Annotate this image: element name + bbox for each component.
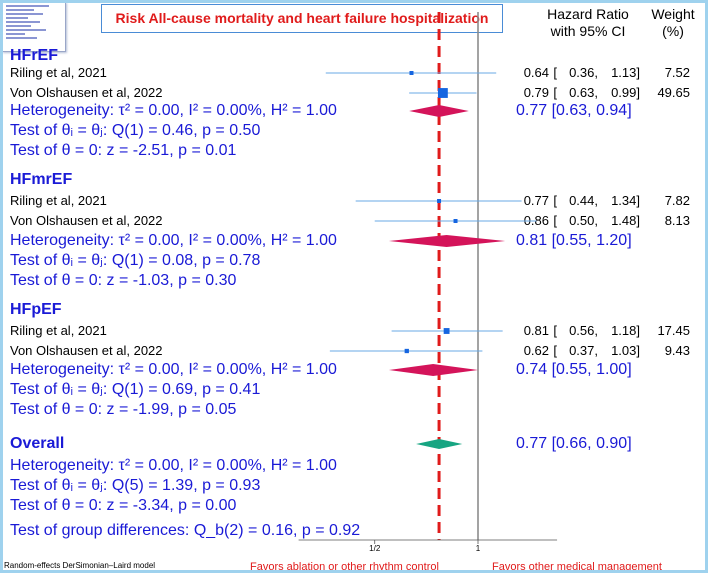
study-bracket-1-1: [: [553, 213, 557, 228]
subgroup-pooled-effect-0: 0.77 [0.63, 0.94]: [516, 102, 632, 119]
overall-heading: Overall: [10, 435, 65, 452]
study-marker-1-0: [437, 199, 442, 203]
subgroup-pooled-effect-1: 0.81 [0.55, 1.20]: [516, 232, 632, 249]
study-hi-0-0: 1.13]: [611, 65, 640, 80]
study-label-2-0: Riling et al, 2021: [10, 323, 107, 338]
subgroup-pooled-effect-2: 0.74 [0.55, 1.00]: [516, 361, 632, 378]
study-marker-0-0: [409, 71, 414, 75]
model-note: Random-effects DerSimonian–Laird model: [4, 561, 156, 570]
heterogeneity-0: Heterogeneity: τ² = 0.00, I² = 0.00%, H²…: [10, 102, 337, 119]
study-lo-2-0: 0.56,: [569, 323, 598, 338]
study-bracket-0-1: [: [553, 85, 557, 100]
group-differences-test: Test of group differences: Q_b(2) = 0.16…: [10, 522, 361, 539]
study-hr-2-1: 0.62: [523, 343, 549, 358]
study-weight-2-1: 9.43: [664, 343, 690, 358]
study-hr-0-0: 0.64: [523, 65, 549, 80]
study-bracket-2-0: [: [553, 323, 557, 338]
study-label-0-1: Von Olshausen et al, 2022: [10, 85, 163, 100]
overall-test-equal: Test of θᵢ = θⱼ: Q(5) = 1.39, p = 0.93: [10, 477, 261, 494]
x-tick-label-0: 1/2: [369, 544, 381, 553]
overall-test-zero: Test of θ = 0: z = -3.34, p = 0.00: [10, 497, 237, 514]
overall-heterogeneity: Heterogeneity: τ² = 0.00, I² = 0.00%, H²…: [10, 457, 337, 474]
column-header-weight: Weight (%): [643, 6, 703, 40]
study-hr-2-0: 0.81: [523, 323, 549, 338]
group-heading-hfpef: HFpEF: [10, 301, 62, 318]
test-equal-2: Test of θᵢ = θⱼ: Q(1) = 0.69, p = 0.41: [10, 381, 261, 398]
column-header-hazard-ratio-text: Hazard Ratio with 95% CI: [547, 6, 629, 39]
test-zero-1: Test of θ = 0: z = -1.03, p = 0.30: [10, 272, 237, 289]
study-hi-1-1: 1.48]: [611, 213, 640, 228]
study-lo-0-0: 0.36,: [569, 65, 598, 80]
heterogeneity-2: Heterogeneity: τ² = 0.00, I² = 0.00%, H²…: [10, 361, 337, 378]
study-lo-1-1: 0.50,: [569, 213, 598, 228]
study-lo-2-1: 0.37,: [569, 343, 598, 358]
thumbnail-preview: [2, 2, 66, 52]
favors-right-label: Favors other medical management: [492, 561, 662, 573]
overall-pooled-effect: 0.77 [0.66, 0.90]: [516, 435, 632, 452]
study-marker-0-1: [437, 88, 448, 98]
study-hi-1-0: 1.34]: [611, 193, 640, 208]
test-zero-0: Test of θ = 0: z = -2.51, p = 0.01: [10, 142, 237, 159]
study-hi-0-1: 0.99]: [611, 85, 640, 100]
test-equal-1: Test of θᵢ = θⱼ: Q(1) = 0.08, p = 0.78: [10, 252, 261, 269]
study-hi-2-1: 1.03]: [611, 343, 640, 358]
subgroup-diamond-0: [409, 105, 469, 117]
subgroup-diamond-2: [388, 364, 478, 376]
study-hr-1-1: 0.86: [523, 213, 549, 228]
subgroup-diamond-1: [388, 235, 506, 247]
column-header-hazard-ratio: Hazard Ratio with 95% CI: [528, 6, 648, 40]
study-hi-2-0: 1.18]: [611, 323, 640, 338]
study-label-2-1: Von Olshausen et al, 2022: [10, 343, 163, 358]
favors-left-label: Favors ablation or other rhythm control: [250, 561, 439, 573]
study-lo-0-1: 0.63,: [569, 85, 598, 100]
test-equal-0: Test of θᵢ = θⱼ: Q(1) = 0.46, p = 0.50: [10, 122, 261, 139]
study-marker-2-1: [404, 348, 409, 354]
study-lo-1-0: 0.44,: [569, 193, 598, 208]
study-weight-1-1: 8.13: [664, 213, 690, 228]
study-weight-0-0: 7.52: [664, 65, 690, 80]
study-label-1-0: Riling et al, 2021: [10, 193, 107, 208]
study-weight-2-0: 17.45: [657, 323, 690, 338]
study-label-1-1: Von Olshausen et al, 2022: [10, 213, 163, 228]
group-heading-hfref: HFrEF: [10, 47, 58, 64]
heterogeneity-1: Heterogeneity: τ² = 0.00, I² = 0.00%, H²…: [10, 232, 337, 249]
column-header-weight-text: Weight (%): [651, 6, 695, 39]
study-bracket-2-1: [: [553, 343, 557, 358]
study-bracket-1-0: [: [553, 193, 557, 208]
study-marker-1-1: [453, 219, 458, 223]
study-hr-0-1: 0.79: [523, 85, 549, 100]
overall-diamond: [416, 439, 463, 449]
study-weight-1-0: 7.82: [664, 193, 690, 208]
study-bracket-0-0: [: [553, 65, 557, 80]
study-marker-2-0: [443, 328, 450, 334]
group-heading-hfmref: HFmrEF: [10, 171, 73, 188]
study-weight-0-1: 49.65: [657, 85, 690, 100]
test-zero-2: Test of θ = 0: z = -1.99, p = 0.05: [10, 401, 237, 418]
study-label-0-0: Riling et al, 2021: [10, 65, 107, 80]
study-hr-1-0: 0.77: [523, 193, 549, 208]
chart-title: Risk All-cause mortality and heart failu…: [101, 4, 503, 33]
x-tick-label-1: 1: [476, 544, 481, 553]
